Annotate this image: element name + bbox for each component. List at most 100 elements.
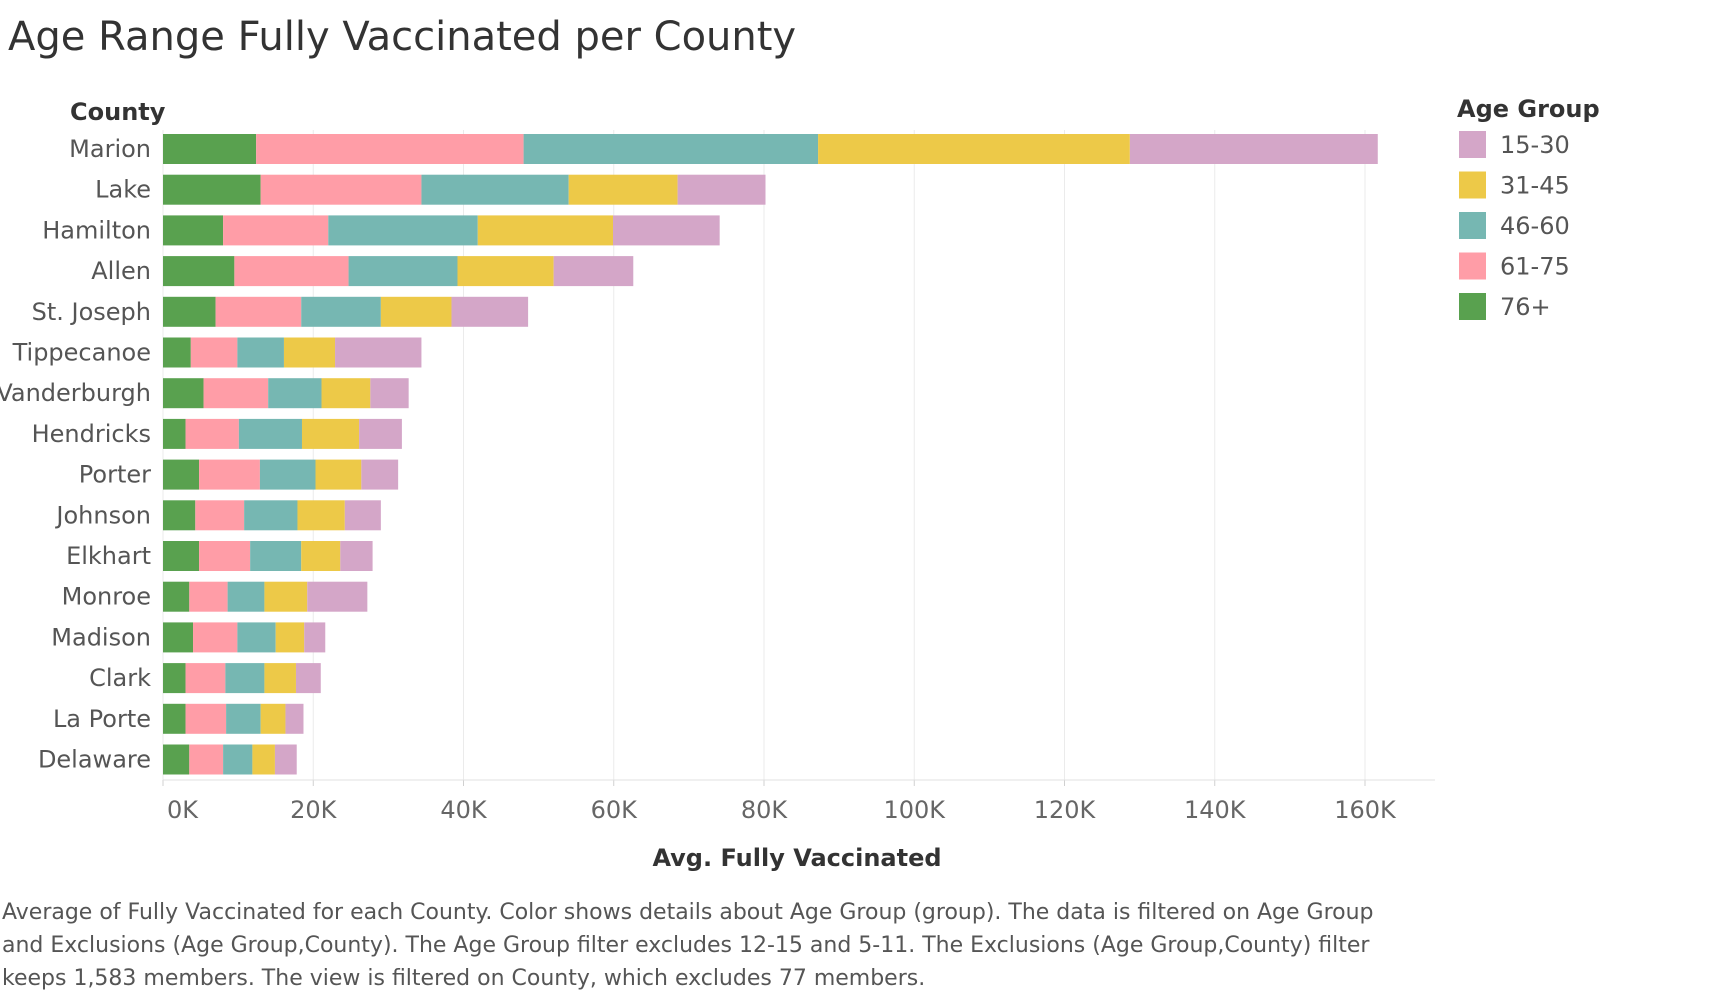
bar-segment-46-60[interactable] [226,703,261,734]
bar-segment-76+[interactable] [163,622,194,653]
bar-segment-76+[interactable] [163,256,235,287]
bar-segment-61-75[interactable] [260,174,422,205]
bar-segment-31-45[interactable] [283,337,336,368]
y-axis-title: County [70,98,166,126]
bar-segment-15-30[interactable] [335,337,422,368]
bar-segment-61-75[interactable] [234,256,349,287]
legend-swatch[interactable] [1459,293,1486,320]
bar-segment-15-30[interactable] [359,418,402,449]
bar-segment-15-30[interactable] [361,459,399,490]
bar-segment-61-75[interactable] [185,663,226,694]
legend-swatch[interactable] [1459,212,1486,239]
bar-segment-46-60[interactable] [244,500,298,531]
bar-segment-31-45[interactable] [568,174,678,205]
bar-segment-46-60[interactable] [348,256,458,287]
bar-segment-31-45[interactable] [260,703,286,734]
bar-segment-15-30[interactable] [340,541,373,571]
bar-segment-15-30[interactable] [344,500,381,531]
bar-segment-61-75[interactable] [215,296,302,327]
bar-segment-31-45[interactable] [301,541,341,571]
bar-segment-76+[interactable] [163,296,216,327]
bar-segment-76+[interactable] [163,744,190,775]
bar-segment-31-45[interactable] [477,215,613,246]
caption-line: and Exclusions (Age Group,County). The A… [2,933,1370,958]
county-label: Tippecanoe [12,339,151,367]
bar-segment-46-60[interactable] [301,296,381,327]
bar-segment-46-60[interactable] [237,622,276,653]
bar-segment-15-30[interactable] [553,256,634,287]
bar-segment-76+[interactable] [163,215,224,246]
bars [163,134,1378,775]
bar-segment-76+[interactable] [163,581,190,612]
bar-segment-46-60[interactable] [223,744,253,775]
bar-segment-15-30[interactable] [612,215,720,246]
legend-label[interactable]: 61-75 [1500,253,1570,281]
bar-segment-76+[interactable] [163,459,200,490]
bar-segment-76+[interactable] [163,134,257,164]
bar-segment-61-75[interactable] [195,500,245,531]
bar-segment-31-45[interactable] [301,418,360,449]
county-label: Monroe [62,583,151,611]
county-labels: Marion Lake Hamilton Allen St. Joseph Tippeca… [0,135,151,774]
bar-segment-15-30[interactable] [307,581,368,612]
bar-segment-61-75[interactable] [193,622,238,653]
caption-line: Average of Fully Vaccinated for each Cou… [2,900,1374,925]
bar-segment-76+[interactable] [163,703,186,734]
bar-segment-76+[interactable] [163,541,200,571]
bar-segment-15-30[interactable] [295,663,321,694]
county-label: Hendricks [32,420,151,448]
bar-segment-15-30[interactable] [274,744,297,775]
bar-segment-31-45[interactable] [297,500,345,531]
bar-segment-61-75[interactable] [189,581,228,612]
bar-segment-46-60[interactable] [328,215,478,246]
bar-segment-61-75[interactable] [190,337,238,368]
bar-segment-15-30[interactable] [370,378,409,409]
bar-segment-61-75[interactable] [185,418,239,449]
legend-label[interactable]: 46-60 [1500,212,1570,240]
bar-segment-46-60[interactable] [259,459,316,490]
bar-segment-61-75[interactable] [223,215,329,246]
bar-segment-31-45[interactable] [457,256,554,287]
bar-segment-15-30[interactable] [285,703,304,734]
bar-segment-61-75[interactable] [185,703,227,734]
bar-segment-31-45[interactable] [264,581,308,612]
legend-label[interactable]: 31-45 [1500,172,1570,200]
bar-segment-61-75[interactable] [256,134,524,164]
bar-segment-15-30[interactable] [304,622,326,653]
bar-segment-61-75[interactable] [199,541,251,571]
bar-segment-76+[interactable] [163,418,186,449]
bar-segment-31-45[interactable] [315,459,362,490]
bar-segment-46-60[interactable] [227,581,265,612]
legend-swatch[interactable] [1459,252,1486,280]
bar-segment-15-30[interactable] [1129,134,1378,164]
bar-segment-76+[interactable] [163,174,261,205]
bar-segment-46-60[interactable] [237,337,284,368]
bar-segment-76+[interactable] [163,378,204,409]
bar-segment-76+[interactable] [163,337,191,368]
bar-segment-46-60[interactable] [523,134,819,164]
bar-segment-61-75[interactable] [189,744,224,775]
bar-segment-61-75[interactable] [199,459,260,490]
bar-segment-31-45[interactable] [818,134,1130,164]
bar-segment-46-60[interactable] [268,378,322,409]
legend-swatch[interactable] [1459,171,1486,199]
legend[interactable]: Age Group 15-30 31-45 46-60 61-75 76+ [1457,95,1600,321]
bar-segment-31-45[interactable] [321,378,371,409]
bar-segment-31-45[interactable] [380,296,452,327]
legend-label[interactable]: 15-30 [1500,131,1570,159]
bar-segment-15-30[interactable] [451,296,529,327]
legend-label[interactable]: 76+ [1500,293,1551,321]
bar-segment-15-30[interactable] [677,174,766,205]
bar-segment-31-45[interactable] [252,744,275,775]
bar-segment-31-45[interactable] [275,622,305,653]
legend-swatch[interactable] [1459,131,1486,158]
bar-segment-46-60[interactable] [225,663,265,694]
bar-segment-76+[interactable] [163,500,196,531]
bar-segment-31-45[interactable] [264,663,296,694]
chart-title: Age Range Fully Vaccinated per County [8,14,797,60]
bar-segment-61-75[interactable] [203,378,269,409]
bar-segment-46-60[interactable] [250,541,302,571]
bar-segment-76+[interactable] [163,663,186,694]
bar-segment-46-60[interactable] [238,418,302,449]
bar-segment-46-60[interactable] [421,174,569,205]
